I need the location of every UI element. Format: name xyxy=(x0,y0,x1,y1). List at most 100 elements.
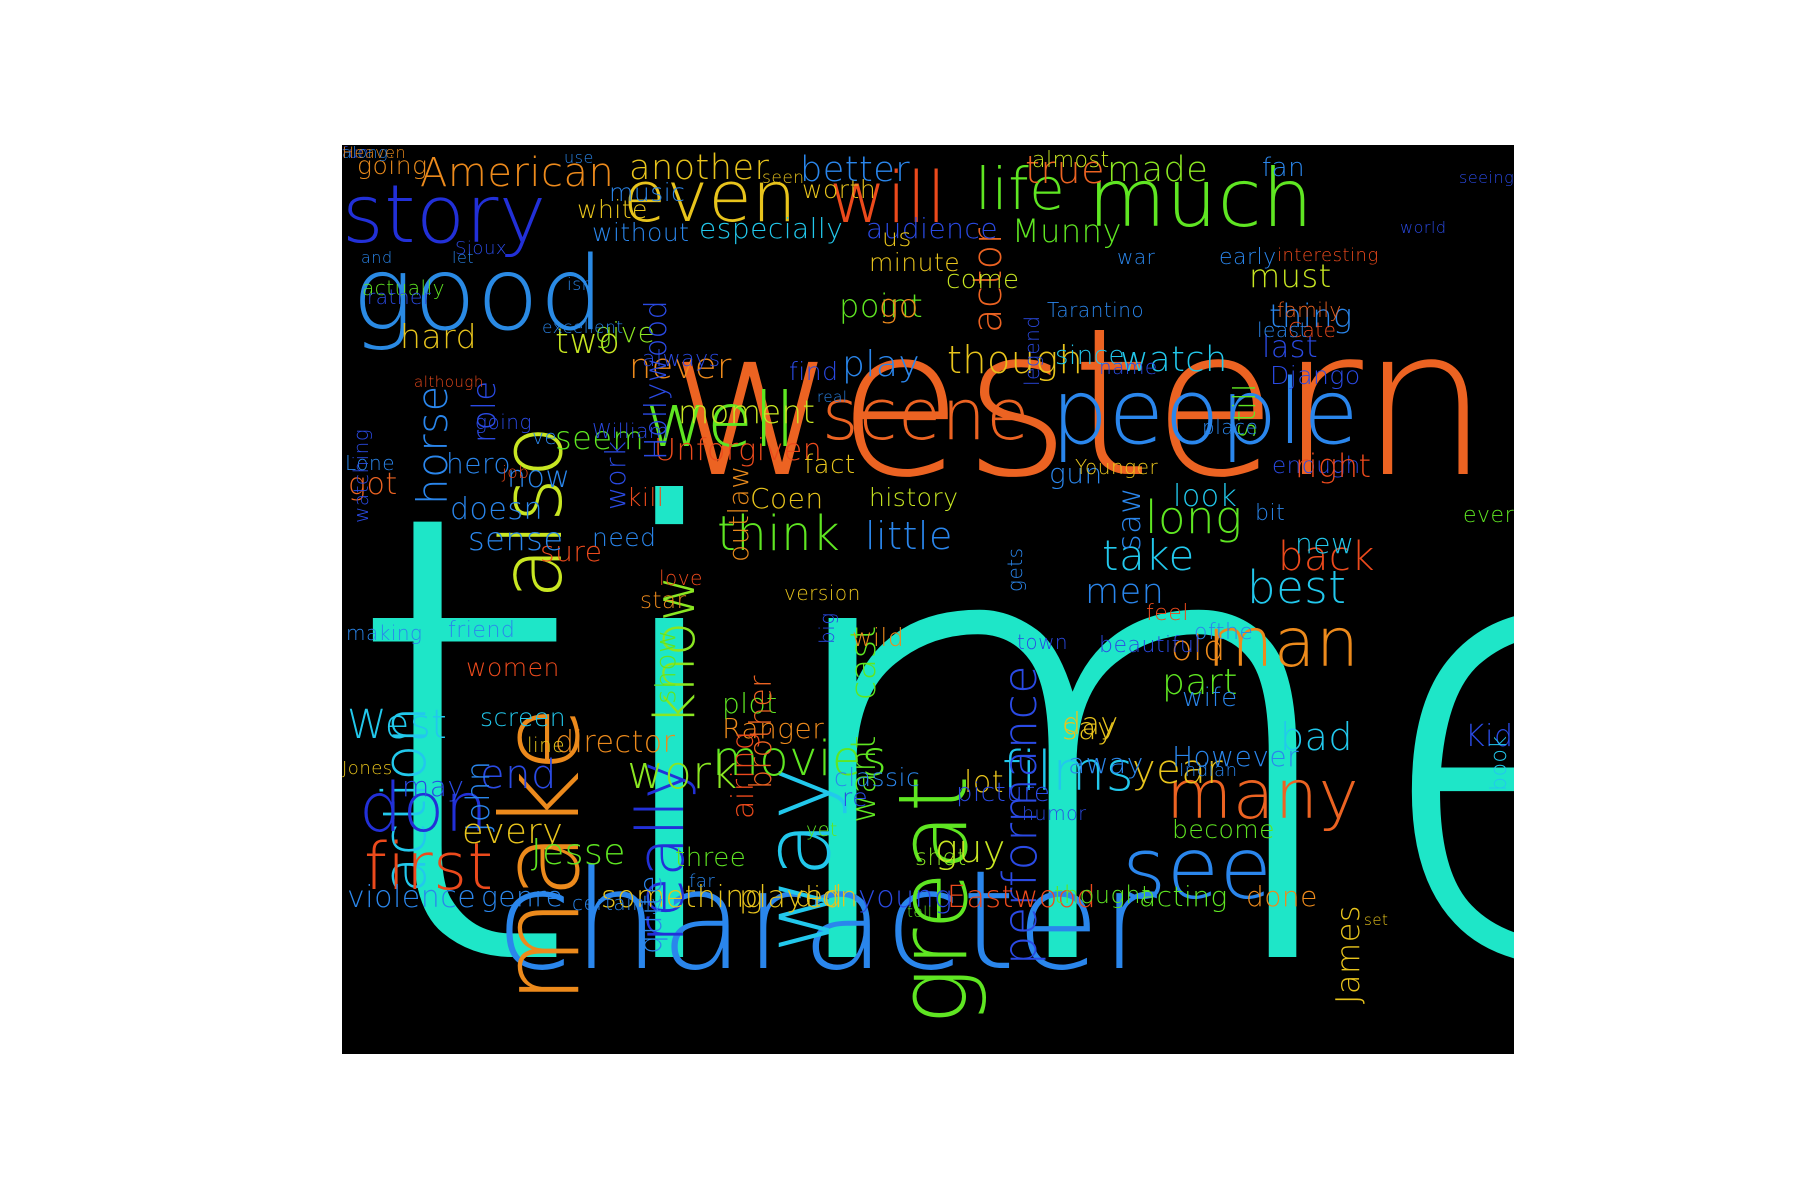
word-book: book xyxy=(1487,735,1512,791)
word-use: use xyxy=(564,148,594,167)
word-long: long xyxy=(1145,491,1243,544)
word-classic: classic xyxy=(834,763,921,792)
word-plot: plot xyxy=(722,687,778,720)
word-american: American xyxy=(420,150,615,196)
word-cate: Cate xyxy=(1288,318,1337,342)
word-show: show xyxy=(649,629,682,704)
word-made: made xyxy=(1107,150,1209,190)
word-two: two xyxy=(555,322,621,362)
word-shot: shot xyxy=(915,845,967,871)
word-gun: gun xyxy=(1049,457,1103,490)
word-movies: movies xyxy=(712,731,888,787)
word-enough: enough xyxy=(1272,453,1361,479)
word-doesn: doesn xyxy=(450,492,543,527)
word-ever: ever xyxy=(1463,503,1514,528)
word-come: come xyxy=(946,265,1020,295)
word-time: time xyxy=(342,383,1514,1054)
word-every: every xyxy=(462,812,564,852)
word-say: say xyxy=(1062,712,1116,747)
word-and: and xyxy=(361,248,393,267)
word-think: think xyxy=(717,506,841,562)
word-version: version xyxy=(784,581,861,605)
word-better: better xyxy=(800,150,911,190)
word-fact: fact xyxy=(804,450,856,480)
word-watch: watch xyxy=(1120,340,1228,380)
word-gets: gets xyxy=(1003,547,1027,592)
word-people: people xyxy=(1051,360,1360,465)
word-work: work xyxy=(599,440,632,510)
word-wild: wild xyxy=(852,623,905,652)
word-war: war xyxy=(1117,245,1156,269)
word-women: women xyxy=(466,653,560,682)
word-horse: horse xyxy=(408,385,457,505)
word-picture: picture xyxy=(956,778,1051,808)
word-away: away xyxy=(1068,747,1144,780)
word-ranger: Ranger xyxy=(722,712,825,745)
word-another: another xyxy=(629,148,770,188)
word-play: play xyxy=(842,344,921,385)
word-however: However xyxy=(1172,740,1300,773)
word-ve: ve xyxy=(532,425,558,449)
word-set: set xyxy=(1364,911,1389,929)
word-outlaw: outlaw xyxy=(722,465,755,562)
word-rather: rather xyxy=(367,285,432,309)
word-screen: screen xyxy=(480,703,567,732)
word-seeing: seeing xyxy=(1459,168,1514,187)
word-munny: Munny xyxy=(1012,212,1122,250)
word-old: old xyxy=(1171,629,1226,669)
word-back: back xyxy=(1278,534,1376,580)
word-star: star xyxy=(640,588,687,614)
word-re: re xyxy=(842,783,869,812)
word-look: look xyxy=(1173,479,1238,514)
word-coen: Coen xyxy=(750,482,824,515)
word-history: history xyxy=(869,483,959,512)
word-early: early xyxy=(1219,245,1277,270)
word-heaven: Heaven xyxy=(342,145,407,162)
word-thought: thought xyxy=(1054,881,1152,909)
word-friend: friend xyxy=(448,618,516,643)
word-new: new xyxy=(1295,527,1355,560)
word-ofthe: ofthe xyxy=(1194,620,1254,645)
word-going: going xyxy=(475,410,532,434)
word-may: may xyxy=(402,770,465,803)
word-white: white xyxy=(577,195,648,224)
word-kid: Kid xyxy=(1465,719,1514,754)
word-now: now xyxy=(507,460,571,495)
word-thing: thing xyxy=(1269,297,1353,335)
word-moment: moment xyxy=(678,393,816,431)
word-line: line xyxy=(527,733,566,757)
word-something: something xyxy=(601,880,764,915)
word-fan: fan xyxy=(1262,153,1306,183)
word-younger: Younger xyxy=(1075,455,1159,479)
word-genre: genre xyxy=(481,880,564,913)
word-humor: humor xyxy=(1022,803,1087,825)
word-job: job xyxy=(502,463,530,483)
word-always: always xyxy=(642,347,721,372)
word-take: take xyxy=(1102,531,1195,580)
word-find: find xyxy=(789,357,839,386)
word-end: end xyxy=(480,752,557,798)
word-making: making xyxy=(346,621,423,645)
word-excellent: excellent xyxy=(542,318,624,338)
word-played: played xyxy=(739,880,844,915)
word-give: give xyxy=(595,316,656,349)
word-jones: Jones xyxy=(342,758,393,779)
word-bit: bit xyxy=(1255,501,1286,526)
word-audience: audience xyxy=(866,212,999,245)
word-many: many xyxy=(1166,756,1360,835)
word-world: world xyxy=(1400,218,1447,237)
word-interesting: interesting xyxy=(1277,245,1379,266)
word-part: part xyxy=(1162,662,1238,703)
word-james: James xyxy=(1329,904,1367,1004)
word-django: Django xyxy=(1270,361,1361,390)
word-sense: sense xyxy=(468,520,564,558)
word-sure: sure xyxy=(540,535,603,568)
word-almost: almost xyxy=(1032,148,1110,173)
word-without: without xyxy=(592,218,690,247)
word-along: along xyxy=(342,145,389,162)
word-unforgiven: Unforgiven xyxy=(654,433,823,468)
word-though: though xyxy=(947,338,1084,382)
word-airing: airing xyxy=(726,731,761,819)
word-worth: worth xyxy=(802,175,877,204)
word-certainly: certainly xyxy=(572,891,664,915)
